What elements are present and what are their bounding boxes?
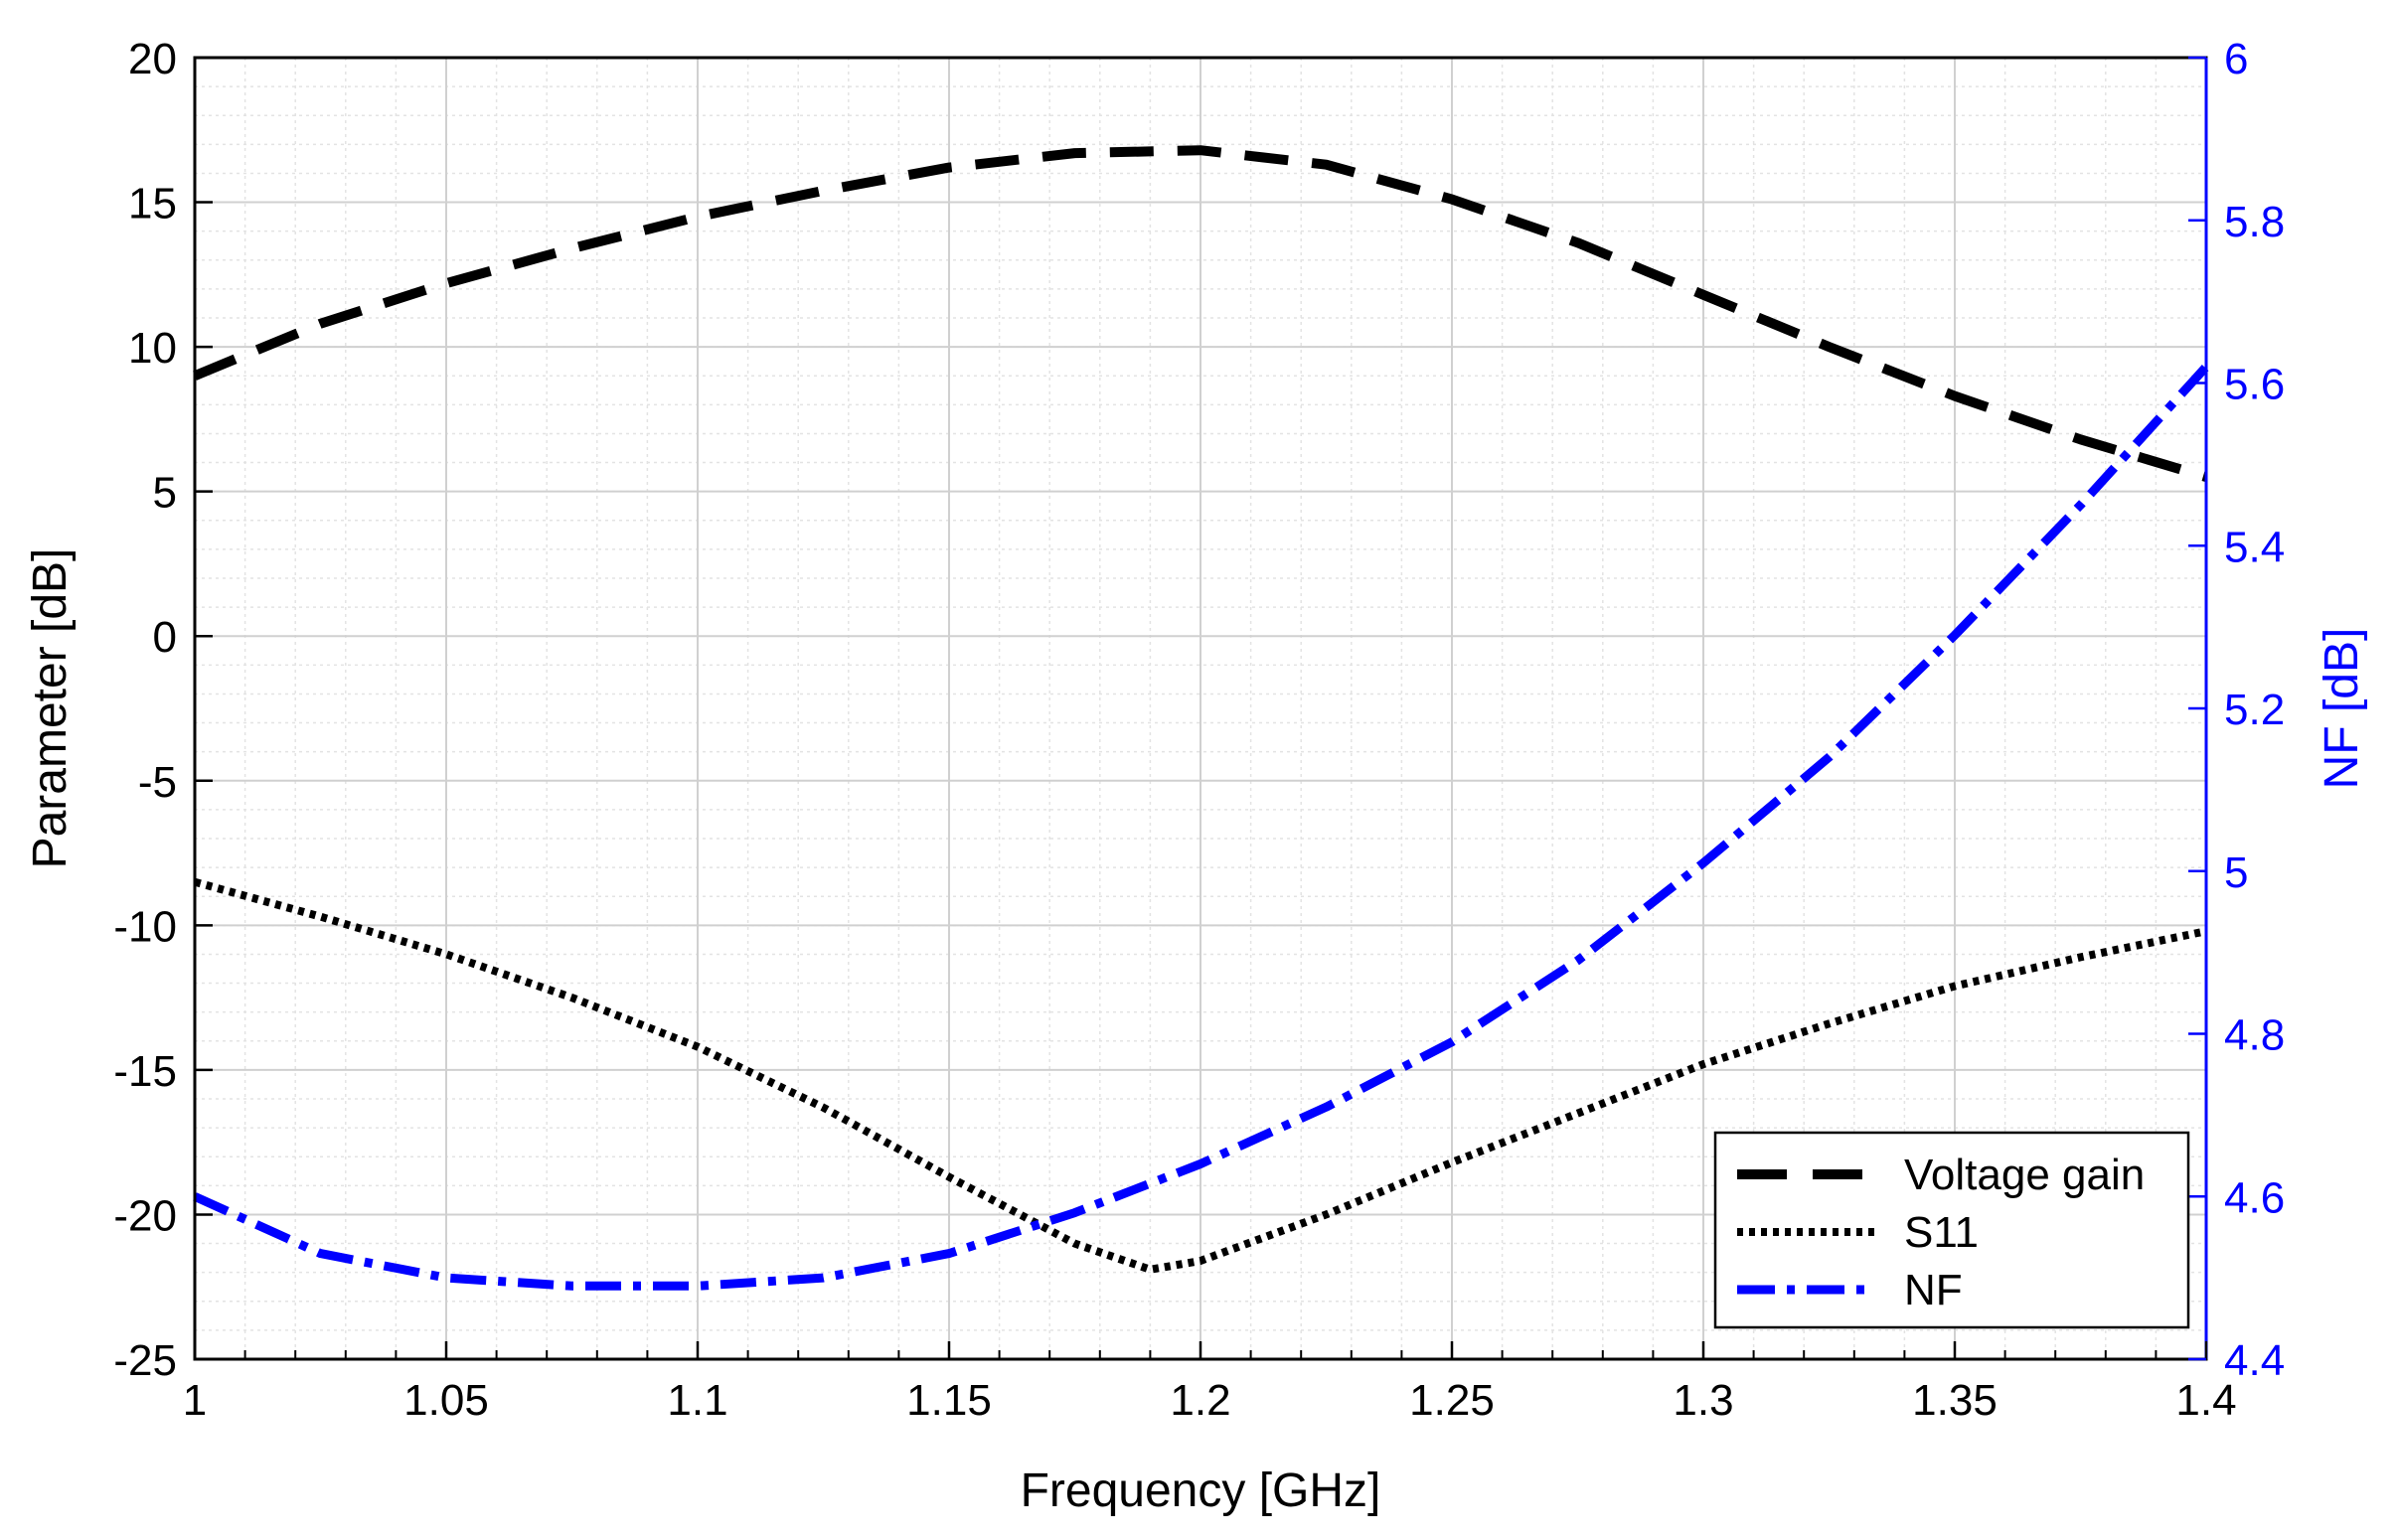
data-point (1200, 1261, 1201, 1262)
y-right-tick-label: 4.8 (2224, 1011, 2285, 1060)
data-point (1074, 1212, 1075, 1213)
data-point (2080, 957, 2081, 958)
data-point (949, 1176, 950, 1177)
x-tick-label: 1.1 (667, 1376, 727, 1425)
ticks-layer: 1 1.05 1.1 1.15 1.2 1.25 1.3 1.35 1.4 20 15 10 5 0 -5 -… (113, 35, 2285, 1425)
data-point (1452, 1162, 1453, 1163)
data-point (1074, 153, 1075, 154)
data-point (823, 190, 824, 191)
data-point (320, 323, 321, 324)
data-point (1150, 1269, 1151, 1270)
data-point (698, 1046, 699, 1047)
y-right-tick-label: 5.6 (2224, 361, 2285, 409)
data-point (1703, 1064, 1704, 1065)
data-point (1326, 1107, 1327, 1108)
data-point (1955, 395, 1956, 396)
data-point (1200, 1163, 1201, 1164)
x-tick-label: 1.3 (1673, 1376, 1733, 1425)
series-line-2 (193, 364, 2210, 1291)
y-left-tick-label: -15 (113, 1047, 177, 1096)
x-tick-label: 1.15 (906, 1376, 992, 1425)
y-right-tick-label: 5.4 (2224, 523, 2285, 571)
data-point (1955, 635, 1956, 636)
y-right-tick-label: 6 (2224, 35, 2248, 83)
data-point (1955, 986, 1956, 987)
data-point (823, 1278, 824, 1279)
y-axis-right-label: NF [dB] (2316, 628, 2368, 790)
data-point (949, 1253, 950, 1254)
x-tick-label: 1.05 (403, 1376, 489, 1425)
x-tick-label: 1.2 (1170, 1376, 1230, 1425)
data-point (446, 283, 447, 284)
data-point (2080, 505, 2081, 506)
y-left-tick-label: -10 (113, 902, 177, 951)
y-right-tick-label: 5 (2224, 848, 2248, 897)
y-right-tick-label: 5.2 (2224, 686, 2285, 734)
data-point (1326, 164, 1327, 165)
minor-grid (194, 57, 2207, 1360)
series-line-0 (193, 145, 2208, 482)
y-right-tick-label: 4.6 (2224, 1173, 2285, 1222)
legend-box (1713, 1131, 2190, 1329)
data-point (320, 916, 321, 917)
legend: Voltage gain S11 NF (1713, 1131, 2190, 1329)
data-point (1577, 242, 1578, 243)
data-point (1577, 1113, 1578, 1114)
legend-label-nf: NF (1904, 1266, 1963, 1314)
y-axis-left-label: Parameter [dB] (24, 548, 77, 869)
data-point (2080, 439, 2081, 440)
y-right-tick-label: 4.4 (2224, 1336, 2285, 1385)
data-point (1703, 294, 1704, 295)
data-point (1326, 1214, 1327, 1215)
y-left-tick-label: -25 (113, 1336, 177, 1385)
data-point (320, 1253, 321, 1254)
data-point (1200, 150, 1201, 151)
data-point (949, 167, 950, 168)
data-point (571, 998, 572, 999)
data-point (1074, 1243, 1075, 1244)
y-left-tick-label: 15 (128, 180, 177, 229)
data-point (571, 1286, 572, 1287)
data-point (1452, 199, 1453, 200)
data-point (1577, 960, 1578, 961)
data-point (571, 248, 572, 249)
data-point (1452, 1041, 1453, 1042)
y-left-tick-label: 20 (128, 35, 177, 83)
series-line-1 (193, 877, 2207, 1274)
data-point (1703, 862, 1704, 863)
data-point (698, 1286, 699, 1287)
y-left-tick-label: 5 (153, 469, 177, 518)
legend-label-s11: S11 (1904, 1208, 1979, 1257)
x-tick-label: 1.25 (1409, 1376, 1495, 1425)
x-tick-label: 1.35 (1912, 1376, 1998, 1425)
data-point (698, 217, 699, 218)
legend-label-voltage-gain: Voltage gain (1904, 1151, 2145, 1199)
y-left-tick-label: 0 (153, 613, 177, 662)
data-point (1829, 1023, 1830, 1024)
data-point (1829, 757, 1830, 758)
data-point (446, 1278, 447, 1279)
data-point (446, 954, 447, 955)
series-layer (193, 145, 2210, 1291)
data-point (1829, 347, 1830, 348)
x-tick-label: 1.4 (2175, 1376, 2236, 1425)
y-left-tick-label: -20 (113, 1191, 177, 1240)
y-left-tick-label: 10 (128, 324, 177, 373)
y-right-tick-label: 5.8 (2224, 198, 2285, 246)
x-axis-label: Frequency [GHz] (1021, 1464, 1381, 1517)
data-point (823, 1107, 824, 1108)
y-left-tick-label: -5 (138, 758, 177, 807)
x-tick-label: 1 (183, 1376, 207, 1425)
